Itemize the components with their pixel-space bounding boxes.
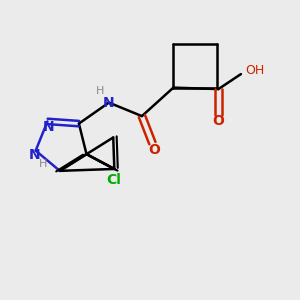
Text: N: N	[43, 120, 55, 134]
Text: N: N	[103, 96, 115, 110]
Text: N: N	[29, 148, 40, 162]
Text: Cl: Cl	[106, 173, 121, 188]
Text: OH: OH	[245, 64, 265, 77]
Text: H: H	[96, 86, 105, 96]
Text: O: O	[148, 143, 160, 157]
Text: O: O	[212, 114, 224, 128]
Text: H: H	[39, 159, 47, 169]
